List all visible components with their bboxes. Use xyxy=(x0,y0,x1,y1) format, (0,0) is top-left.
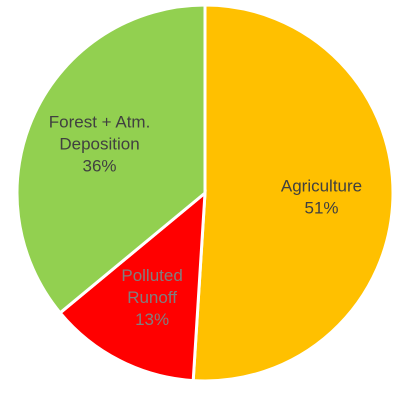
pie-labels: Agriculture 51% Polluted Runoff 13% Forest + … xyxy=(49,112,362,328)
slice-value-label: 51% xyxy=(304,199,338,218)
slice-category-label: Runoff xyxy=(127,288,177,307)
slice-category-label: Agriculture xyxy=(281,177,362,196)
pie-slice-agriculture xyxy=(191,3,395,383)
slice-category-label: Forest + Atm. xyxy=(49,112,151,131)
slice-label-forest-atm-deposition: Forest + Atm. Deposition 36% xyxy=(49,112,151,175)
slice-label-agriculture: Agriculture 51% xyxy=(281,177,362,218)
pie-slice-forest-atm-deposition xyxy=(15,3,207,315)
pie-slices xyxy=(15,3,395,383)
slice-value-label: 13% xyxy=(135,310,169,329)
pie-slice-polluted-runoff xyxy=(58,189,207,383)
slice-category-label: Deposition xyxy=(59,134,139,153)
slice-value-label: 36% xyxy=(83,156,117,175)
slice-category-label: Polluted xyxy=(121,266,182,285)
slice-label-polluted-runoff: Polluted Runoff 13% xyxy=(121,266,182,329)
